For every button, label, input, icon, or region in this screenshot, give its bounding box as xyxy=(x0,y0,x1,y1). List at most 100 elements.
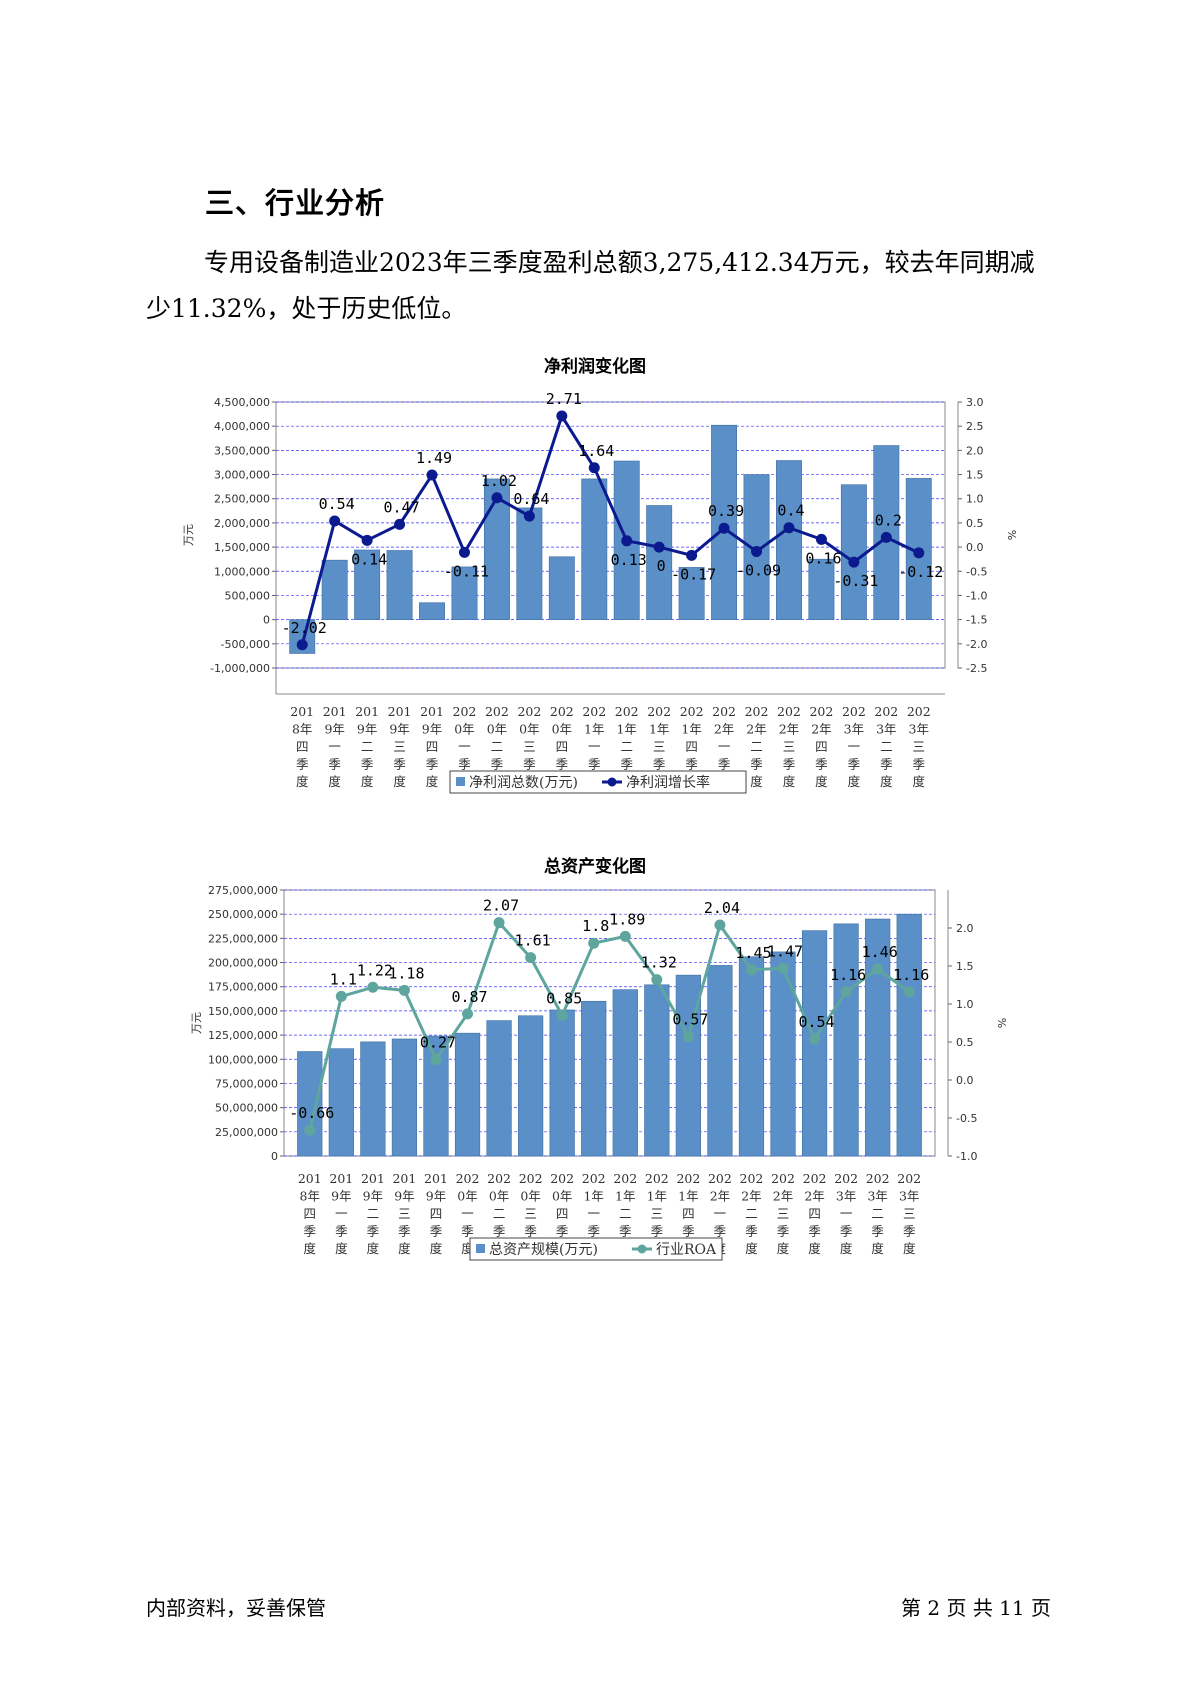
line-point xyxy=(621,535,633,547)
data-label: 0.47 xyxy=(384,498,420,516)
data-label: 1.61 xyxy=(515,932,551,950)
line-point xyxy=(653,541,665,553)
data-label: 2.07 xyxy=(483,897,519,915)
legend-line-marker xyxy=(607,777,617,787)
y2-tick-label: 0.0 xyxy=(956,1074,974,1087)
line-point xyxy=(398,984,410,996)
line-point xyxy=(880,531,892,543)
bar xyxy=(707,965,733,1157)
y2-tick-label: -0.5 xyxy=(956,1112,977,1125)
x-tick-label: 201 9年二季度 xyxy=(361,1171,385,1256)
line-point xyxy=(809,1033,821,1045)
x-tick-label: 202 3年三季度 xyxy=(907,704,931,789)
data-label: 1.47 xyxy=(767,942,803,960)
y-tick-label: 250,000,000 xyxy=(208,908,278,921)
y-tick-label: 75,000,000 xyxy=(215,1077,278,1090)
data-label: 1.89 xyxy=(609,910,645,928)
bar xyxy=(354,549,381,620)
bar xyxy=(581,1000,607,1157)
summary-paragraph: 专用设备制造业2023年三季度盈利总额3,275,412.34万元，较去年同期减… xyxy=(146,240,1046,332)
line-point xyxy=(394,518,406,530)
data-label: 0.64 xyxy=(513,490,549,508)
line-point xyxy=(462,1008,474,1020)
y-axis-label: 万元 xyxy=(182,524,195,546)
chart-title: 总资产变化图 xyxy=(544,856,646,877)
data-label: 1.8 xyxy=(582,917,609,935)
line-point xyxy=(426,469,438,481)
y-tick-label: 2,500,000 xyxy=(214,493,270,506)
line-point xyxy=(686,549,698,561)
bar xyxy=(808,558,835,620)
data-label: -0.17 xyxy=(671,565,716,583)
x-tick-label: 202 2年四季度 xyxy=(803,1171,827,1256)
y-tick-label: -1,000,000 xyxy=(210,662,270,675)
legend: 总资产规模(万元) 行业ROA xyxy=(469,1237,723,1261)
data-label: -0.31 xyxy=(833,572,878,590)
line-point xyxy=(525,952,537,964)
line-point xyxy=(913,547,925,559)
y-tick-label: 4,000,000 xyxy=(214,420,270,433)
line-point xyxy=(493,917,505,929)
bar xyxy=(612,989,638,1157)
bar xyxy=(321,559,348,620)
data-label: -2.02 xyxy=(282,619,327,637)
line-point xyxy=(556,1009,568,1021)
footer-confidential: 内部资料，妥善保管 xyxy=(146,1596,326,1620)
y-tick-label: 50,000,000 xyxy=(215,1102,278,1115)
y-tick-label: -500,000 xyxy=(221,638,270,651)
data-label: -0.09 xyxy=(736,561,781,579)
y2-tick-label: 1.0 xyxy=(956,998,974,1011)
plot-area xyxy=(275,401,946,669)
x-tick-label: 202 3年一季度 xyxy=(834,1171,858,1256)
bar xyxy=(297,1051,323,1157)
data-label: 1.1 xyxy=(330,970,357,988)
line-point xyxy=(523,510,535,522)
legend-bar-swatch xyxy=(476,1244,485,1253)
line-point xyxy=(745,964,757,976)
y-tick-label: 3,000,000 xyxy=(214,469,270,482)
line-point xyxy=(872,963,884,975)
y2-tick-label: -1.5 xyxy=(966,614,987,627)
line-point xyxy=(815,533,827,545)
line-point xyxy=(304,1124,316,1136)
data-label: 1.16 xyxy=(893,966,929,984)
line-point xyxy=(361,534,373,546)
y-tick-label: 500,000 xyxy=(225,589,271,602)
bar xyxy=(896,913,922,1157)
bar xyxy=(581,478,608,620)
bar xyxy=(518,1015,544,1157)
y-tick-label: 150,000,000 xyxy=(208,1005,278,1018)
bar xyxy=(549,1009,575,1157)
data-label: 1.64 xyxy=(578,442,614,460)
bar xyxy=(770,951,796,1157)
line-point xyxy=(619,930,631,942)
y-axis-label: 万元 xyxy=(190,1012,203,1034)
line-point xyxy=(783,522,795,534)
line-point xyxy=(458,546,470,558)
x-tick-label: 202 3年二季度 xyxy=(866,1171,890,1256)
legend: 净利润总数(万元) 净利润增长率 xyxy=(449,770,747,794)
chart-title: 净利润变化图 xyxy=(544,356,646,377)
x-tick-label: 202 3年二季度 xyxy=(874,704,898,789)
line-point xyxy=(296,639,308,651)
legend-box xyxy=(449,770,747,794)
bar xyxy=(386,550,413,620)
data-label: 1.18 xyxy=(388,964,424,982)
data-label: -0.66 xyxy=(289,1104,334,1122)
net-profit-chart-svg: 净利润变化图 4,500,000 4,000,000 3,500,000 3,000,0… xyxy=(182,356,1018,794)
bar xyxy=(776,460,802,620)
y-tick-label: 175,000,000 xyxy=(208,981,278,994)
y2-tick-label: 2.5 xyxy=(966,420,984,433)
line-point xyxy=(491,492,503,504)
y-tick-label: 200,000,000 xyxy=(208,957,278,970)
line-series xyxy=(300,412,920,646)
line-point xyxy=(682,1031,694,1043)
net-profit-chart: 净利润变化图 4,500,000 4,000,000 3,500,000 3,000,0… xyxy=(0,350,1191,820)
line-series xyxy=(308,919,911,1131)
x-tick-label: 202 2年三季度 xyxy=(777,704,801,789)
bar xyxy=(738,956,765,1157)
data-label: 0.16 xyxy=(805,549,841,567)
bar xyxy=(644,984,670,1157)
x-tick-label: 201 9年二季度 xyxy=(355,704,379,789)
